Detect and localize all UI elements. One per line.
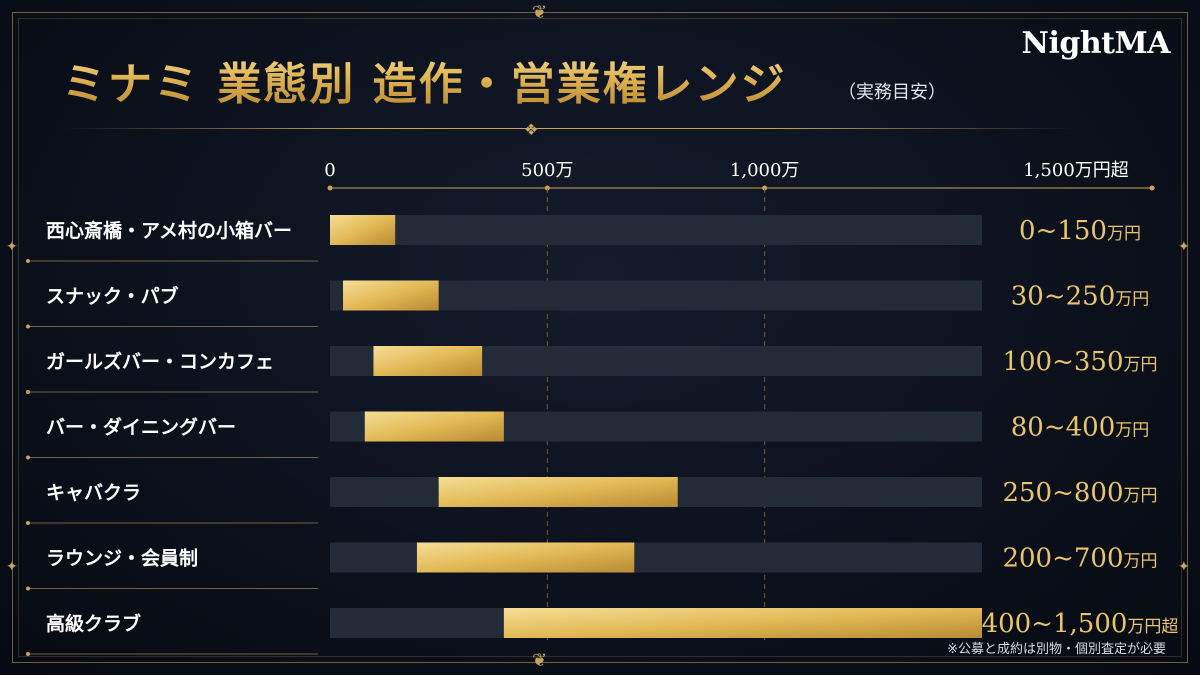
- category-label: バー・ダイニングバー: [46, 416, 236, 439]
- category-label: キャバクラ: [46, 482, 141, 504]
- range-bar: [330, 215, 396, 245]
- range-bar: [373, 346, 483, 376]
- category-label: 高級クラブ: [46, 612, 141, 635]
- page-title: ミナミ 業態別 造作・営業権レンジ: [62, 48, 787, 112]
- bar-track: [330, 215, 982, 245]
- page-subtitle: （実務目安）: [838, 82, 946, 103]
- range-value-label: 0~150万円: [1019, 216, 1141, 246]
- x-tick-mark: [327, 185, 333, 191]
- range-value-label: 200~700万円: [1002, 544, 1157, 574]
- category-divider-dot: [26, 390, 30, 394]
- brand-logo: NightMA: [1021, 26, 1171, 61]
- top-ornament-icon: ❦: [532, 2, 548, 23]
- title-divider-ornament-icon: ❖: [524, 120, 539, 139]
- category-label: ラウンジ・会員制: [46, 547, 198, 570]
- x-tick-label: 1,000万: [730, 160, 800, 181]
- title-divider: [64, 128, 1076, 129]
- range-bar: [416, 542, 635, 573]
- category-label: 西心斎橋・アメ村の小箱バー: [46, 219, 292, 242]
- category-divider-dot: [26, 324, 30, 329]
- right-ornament-icon: ✦: [1178, 239, 1190, 255]
- x-tick-label: 500万: [521, 160, 573, 181]
- x-tick-mark: [1149, 185, 1155, 191]
- x-tick-label: 1,500万円超: [1023, 160, 1129, 181]
- category-label: ガールズバー・コンカフェ: [46, 350, 274, 373]
- range-bar: [438, 477, 678, 507]
- range-value-label: 400~1,500万円超: [982, 609, 1179, 639]
- category-divider-dot: [26, 455, 30, 460]
- category-divider-dot: [26, 259, 30, 263]
- range-value-label: 250~800万円: [1002, 478, 1157, 508]
- range-value-label: 100~350万円: [1002, 347, 1157, 377]
- right-ornament-lower-icon: ✦: [1178, 559, 1190, 575]
- range-value-label: 30~250万円: [1011, 282, 1150, 312]
- range-bar: [364, 411, 504, 442]
- footnote: ※公募と成約は別物・個別査定が必要: [947, 642, 1166, 657]
- category-divider-dot: [26, 521, 30, 525]
- category-divider-dot: [26, 652, 30, 656]
- bottom-ornament-icon: ❦: [532, 650, 548, 671]
- category-divider-dot: [26, 586, 30, 591]
- left-ornament-icon: ✦: [6, 239, 18, 255]
- range-bar: [343, 280, 439, 311]
- category-label: スナック・パブ: [46, 285, 179, 308]
- range-bar: [503, 608, 982, 638]
- x-tick-label: 0: [324, 160, 335, 181]
- range-value-label: 80~400万円: [1011, 413, 1150, 443]
- left-ornament-lower-icon: ✦: [6, 559, 18, 575]
